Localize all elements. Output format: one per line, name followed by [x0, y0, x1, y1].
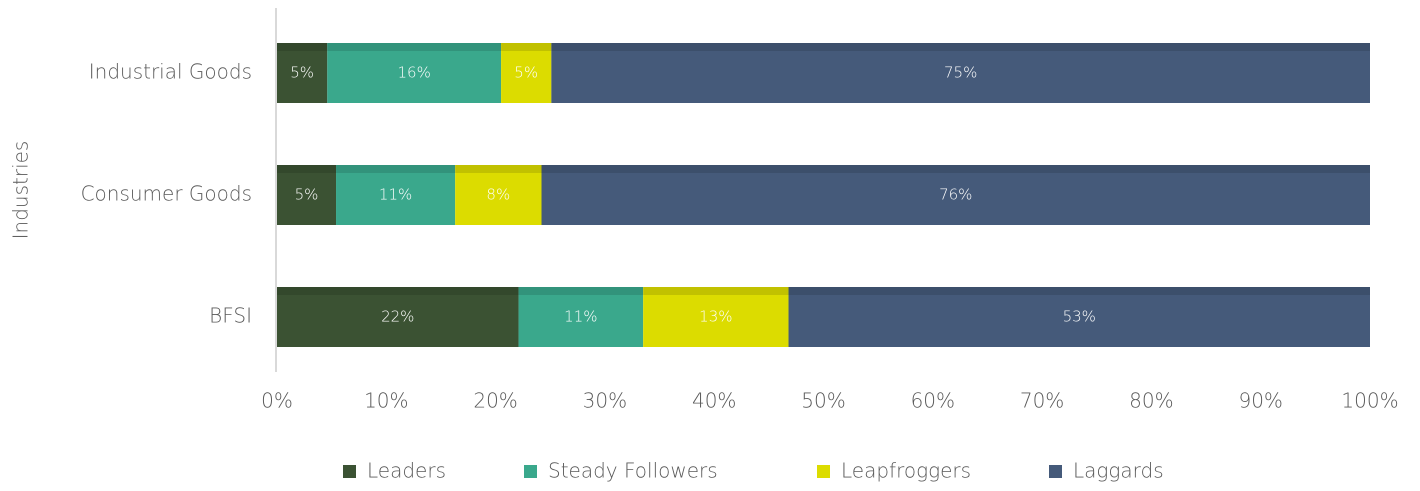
data-label: 16% — [397, 64, 430, 82]
y-tick-label: Consumer Goods — [81, 182, 252, 206]
bar-segment — [277, 43, 328, 103]
x-tick-label: 10% — [364, 389, 408, 413]
bar-segment — [518, 287, 644, 347]
x-tick-label: 80% — [1129, 389, 1173, 413]
data-label: 13% — [699, 308, 732, 326]
legend-label: Steady Followers — [548, 459, 718, 483]
legend-label: Leapfroggers — [841, 459, 971, 483]
legend-swatch — [1049, 465, 1062, 478]
bar-highlight — [277, 165, 337, 173]
bar-segment — [541, 165, 1370, 225]
data-label: 8% — [486, 186, 510, 204]
data-label: 11% — [564, 308, 597, 326]
bar-highlight — [336, 165, 456, 173]
bar-segment — [277, 287, 519, 347]
data-label: 53% — [1063, 308, 1096, 326]
bar-highlight — [788, 287, 1370, 295]
x-tick-label: 20% — [473, 389, 517, 413]
bar-segment — [643, 287, 789, 347]
legend-swatch — [817, 465, 830, 478]
data-label: 75% — [944, 64, 977, 82]
bar-highlight — [518, 287, 644, 295]
x-tick-label: 0% — [261, 389, 293, 413]
bar-highlight — [541, 165, 1370, 173]
bar-highlight — [277, 43, 328, 51]
bar-highlight — [643, 287, 789, 295]
legend-swatch — [343, 465, 356, 478]
data-label: 11% — [379, 186, 412, 204]
bar-highlight — [327, 43, 502, 51]
bar-segment — [336, 165, 456, 225]
legend-label: Laggards — [1073, 459, 1164, 483]
bar-segment — [455, 165, 542, 225]
bar-segment — [327, 43, 502, 103]
bar-segment — [501, 43, 552, 103]
x-tick-label: 40% — [692, 389, 736, 413]
bar-highlight — [277, 287, 519, 295]
data-label: 5% — [295, 186, 319, 204]
x-tick-label: 90% — [1238, 389, 1282, 413]
data-label: 5% — [514, 64, 538, 82]
data-label: 22% — [381, 308, 414, 326]
x-tick-label: 50% — [801, 389, 845, 413]
y-tick-label: Industrial Goods — [89, 60, 252, 84]
legend-label: Leaders — [367, 459, 446, 483]
bar-highlight — [551, 43, 1370, 51]
bar-segment — [551, 43, 1370, 103]
x-tick-label: 60% — [911, 389, 955, 413]
x-tick-label: 100% — [1341, 389, 1398, 413]
x-tick-label: 70% — [1020, 389, 1064, 413]
bar-highlight — [501, 43, 552, 51]
data-label: 5% — [290, 64, 314, 82]
bar-segment — [788, 287, 1370, 347]
y-tick-label: BFSI — [209, 304, 252, 328]
bar-highlight — [455, 165, 542, 173]
bar-segment — [277, 165, 337, 225]
data-label: 76% — [939, 186, 972, 204]
legend-swatch — [524, 465, 537, 478]
y-axis-title: Industries — [9, 141, 33, 240]
x-tick-label: 30% — [583, 389, 627, 413]
